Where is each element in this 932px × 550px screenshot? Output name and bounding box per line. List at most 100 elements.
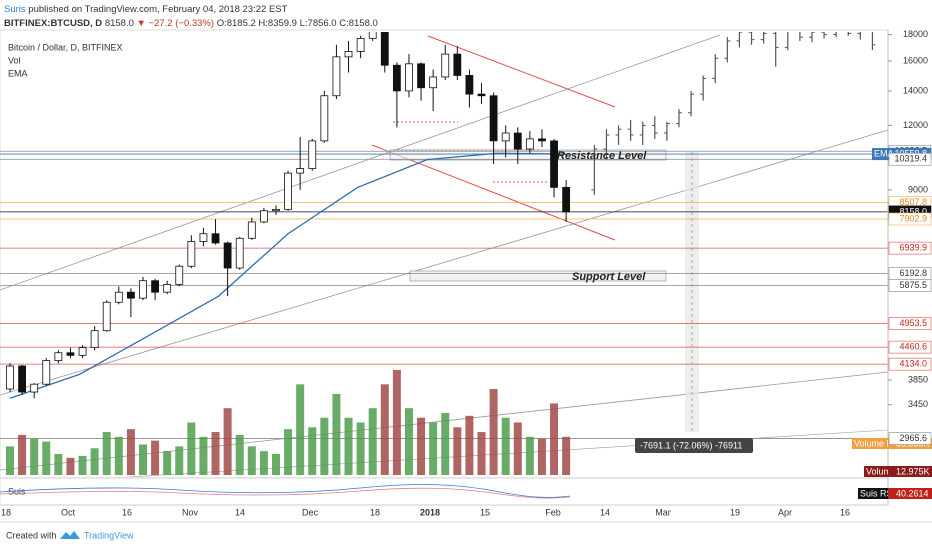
candle-body [538, 138, 546, 142]
support-box [409, 270, 667, 282]
support-label: Support Level [572, 271, 646, 283]
author[interactable]: Suris [4, 4, 26, 15]
volume-bar [537, 438, 546, 475]
volume-bar [199, 436, 208, 475]
volume-bar [211, 432, 220, 475]
resistance-box [389, 149, 667, 161]
volume-bar [114, 436, 123, 475]
candle-body [199, 233, 208, 242]
volume-bar [368, 408, 377, 475]
price-tick-label: 12000 [903, 120, 928, 130]
candle-body [477, 93, 486, 97]
legend-item: EMA [8, 68, 28, 78]
price-label: 2965.6 [899, 433, 927, 443]
ohlc: O:8185.2 H:8359.9 L:7856.0 C:8158.0 [217, 18, 378, 29]
volume-bar [465, 415, 474, 475]
price-tick-label: 18000 [903, 29, 928, 39]
price-label-tag-text: EMA [874, 148, 894, 158]
volume-bar [223, 408, 232, 475]
volume-bar [247, 446, 256, 475]
price-label: 5875.5 [899, 280, 927, 290]
candle-body [356, 37, 365, 52]
volume-bar [175, 446, 184, 475]
trendline [0, 129, 888, 396]
volume-bar [562, 436, 571, 475]
price-tick-label: 3850 [908, 374, 928, 384]
volume-bar [284, 429, 293, 475]
volume-bar [151, 440, 160, 475]
candle-body [175, 265, 184, 285]
candle-body [429, 76, 438, 89]
candle-body [405, 63, 413, 92]
volume-bar [42, 441, 51, 475]
measure-label: -7691.1 (-72.06%) -76911 [640, 440, 742, 450]
volume-bar [126, 429, 135, 475]
plot: Resistance Level Support Level -7691.1 (… [0, 29, 889, 506]
tv-brand[interactable]: TradingView [84, 530, 134, 540]
rsi-signal [0, 487, 571, 499]
candle-body [54, 352, 63, 362]
vol-name: Volume [866, 466, 896, 476]
volume-bar [30, 438, 39, 475]
volume-bar [90, 448, 99, 475]
price-label: 4460.6 [899, 341, 927, 351]
volume-bar [296, 384, 305, 475]
candle-body [223, 242, 232, 269]
volume-bar [271, 454, 280, 475]
candle-body [320, 95, 329, 142]
symbol-line: BITFINEX:BTCUSD, D 8158.0 ▼ −27.2 (−0.33… [4, 18, 378, 29]
candle-body [368, 32, 377, 39]
price-tick-label: 3450 [908, 399, 928, 409]
measure-box [635, 438, 753, 453]
rsi-value: 40.2614 [896, 488, 929, 498]
candle-body [18, 365, 26, 393]
time-tick-label: Dec [302, 507, 319, 517]
volume-bar [417, 417, 426, 475]
candle-body [392, 64, 401, 92]
candle-body [259, 210, 268, 223]
ema-line [9, 152, 567, 399]
vol-ma-tag [852, 438, 888, 449]
volume-bar [441, 412, 450, 475]
vol-ma-name: Volume MA [854, 438, 900, 448]
vol-value: 12.975K [896, 466, 930, 476]
candle-body [187, 241, 196, 267]
candle-body [211, 233, 220, 244]
rsi-name: Suis RSI [860, 488, 895, 498]
candle-body [272, 208, 280, 212]
price-label: 6192.8 [899, 268, 927, 278]
candle-body [465, 75, 474, 95]
vol-tag [864, 466, 888, 477]
legend-item: Bitcoin / Dollar, D, BITFINEX [8, 42, 123, 52]
price-label-box [888, 152, 932, 166]
symbol: BITFINEX:BTCUSD, D [4, 18, 102, 29]
volume-bar [525, 436, 534, 475]
candle-body [139, 280, 147, 299]
candle-body [114, 291, 123, 303]
candle-body [513, 132, 522, 150]
volume-bar [320, 417, 329, 475]
candle-body [284, 172, 292, 210]
time-tick-label: Oct [61, 507, 76, 517]
tv-logo [60, 531, 80, 539]
candle-body [30, 383, 39, 393]
price-label: 10319.4 [894, 154, 927, 164]
volume-bar [259, 451, 268, 475]
time-tick-label: 16 [122, 507, 132, 517]
rsi-line [0, 484, 571, 498]
time-tick-label: Apr [778, 507, 792, 517]
candle-body [332, 56, 341, 97]
volume-bar [66, 457, 75, 475]
price-tick-label: 9000 [908, 184, 928, 194]
price-label: 8507.8 [899, 197, 927, 207]
time-tick-label: Mar [655, 507, 671, 517]
price-label-box [888, 241, 932, 255]
volume-bar [477, 432, 486, 475]
volume-bar [344, 417, 353, 475]
volume-bar [308, 427, 317, 475]
candle-body [247, 221, 256, 239]
volume-bar [54, 454, 63, 475]
volume-bar [550, 403, 559, 475]
time-tick-label: 15 [480, 507, 490, 517]
